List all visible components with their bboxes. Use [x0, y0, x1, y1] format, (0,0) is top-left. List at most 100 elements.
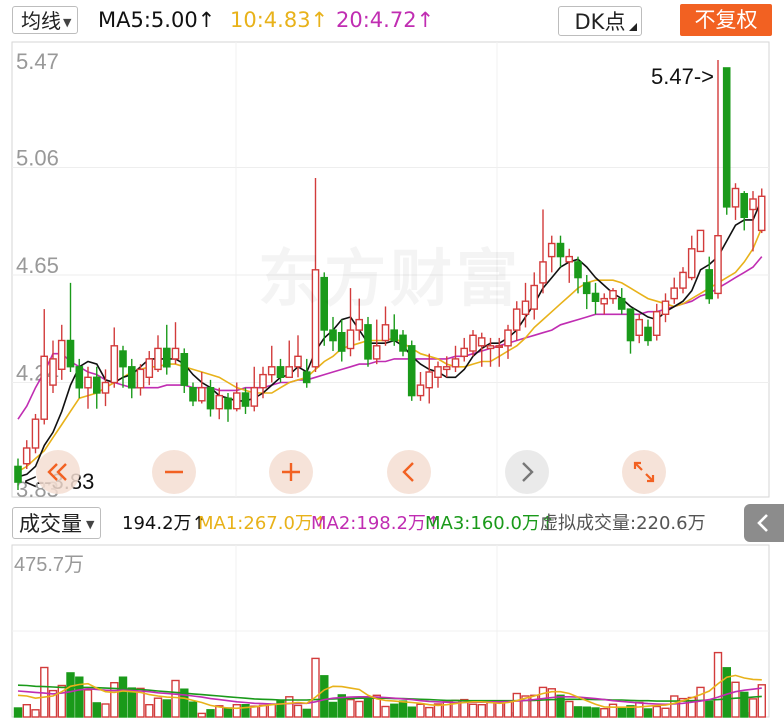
- volume-ma1-line: [17, 674, 762, 710]
- dk-point-button[interactable]: DK点: [558, 6, 642, 36]
- zoom-out-button[interactable]: [152, 450, 196, 494]
- candle-body: [626, 308, 635, 342]
- volume-bar: [311, 657, 320, 718]
- volume-bar: [22, 704, 31, 718]
- expand-chart-button[interactable]: [622, 450, 666, 494]
- volume-bar: [215, 705, 224, 718]
- volume-bar: [258, 704, 268, 718]
- scroll-to-start-button[interactable]: [36, 450, 80, 494]
- volume-bar: [48, 689, 58, 718]
- scroll-left-button[interactable]: [387, 450, 431, 494]
- chevron-left-icon: [402, 462, 414, 482]
- volume-bar: [608, 703, 618, 718]
- volume-bar: [346, 698, 355, 718]
- volume-ma2-line: [17, 687, 762, 706]
- candle-body: [302, 371, 311, 384]
- candle-body: [644, 326, 652, 342]
- candle-body: [22, 447, 31, 465]
- volume-bar: [136, 687, 145, 718]
- volume-bar: [110, 682, 119, 718]
- volume-bar: [162, 699, 172, 718]
- volume-bar: [556, 694, 565, 718]
- candle-body: [609, 290, 617, 300]
- volume-bar: [372, 694, 381, 718]
- candle-body: [722, 67, 731, 208]
- volume-bar: [320, 675, 329, 718]
- candle-body: [749, 198, 757, 211]
- volume-bar: [670, 695, 679, 718]
- candle-body: [495, 345, 504, 348]
- candle-body: [425, 371, 434, 389]
- candle-body: [364, 324, 372, 360]
- volume-bar: [66, 672, 75, 718]
- price-legend-bar: 均线 ▼ MA5:5.00↑ 10:4.83↑ 20:4.72↑ DK点 不复权: [0, 0, 784, 40]
- candle-body: [171, 347, 180, 360]
- zoom-in-icon: [282, 463, 300, 481]
- volume-bar: [468, 703, 478, 718]
- volume-bar: [92, 702, 102, 718]
- price-tick-label: 5.47: [16, 49, 59, 74]
- candle-body: [197, 387, 206, 402]
- volume-ma3-legend: MA3:160.0万↑: [425, 513, 555, 534]
- zoom-in-button[interactable]: [269, 450, 313, 494]
- candle-body: [477, 337, 486, 347]
- candle-body: [539, 261, 547, 284]
- candle-body: [180, 353, 189, 386]
- candle-body: [101, 381, 110, 394]
- candle-body: [442, 366, 451, 371]
- volume-legend-bar: 成交量 ▼ 194.2万↑ MA1:267.0万↑ MA2:198.2万↑ MA3…: [0, 503, 784, 543]
- max-price-marker: 5.47->: [651, 64, 714, 89]
- candle-body: [250, 387, 259, 407]
- volume-bar: [740, 691, 749, 718]
- volume-bar: [731, 681, 740, 718]
- candle-body: [731, 187, 740, 208]
- price-tick-label: 5.06: [16, 146, 59, 171]
- volume-bar: [293, 704, 303, 718]
- candle-body: [136, 368, 145, 389]
- ma-selector-label: 均线: [21, 9, 61, 33]
- candle-body: [189, 387, 197, 402]
- candle-body: [267, 366, 276, 376]
- candle-body: [670, 287, 678, 300]
- volume-bar: [328, 701, 338, 718]
- volume-bar: [232, 704, 242, 718]
- volume-bar: [635, 701, 644, 718]
- candle-body: [740, 192, 748, 218]
- volume-bar: [206, 709, 215, 718]
- caret-down-icon: ▼: [63, 15, 72, 29]
- volume-bar: [433, 703, 443, 718]
- virtual-volume-legend: 虚拟成交量:220.6万: [540, 513, 706, 534]
- candle-body: [582, 282, 591, 295]
- ma-selector-button[interactable]: 均线 ▼: [12, 6, 79, 34]
- adjust-mode-button[interactable]: 不复权: [680, 4, 772, 36]
- candle-body: [757, 195, 766, 232]
- candle-body: [294, 355, 302, 368]
- price-tick-label: 4.65: [16, 253, 59, 278]
- candle-body: [276, 366, 285, 378]
- volume-bar: [276, 700, 285, 718]
- candle-body: [241, 392, 250, 407]
- double-chevron-left-icon: [47, 463, 67, 481]
- candle-body: [574, 261, 582, 279]
- candle-body: [119, 350, 127, 368]
- volume-ma-lines: [17, 674, 762, 710]
- candle-body: [329, 329, 337, 342]
- candle-body: [285, 366, 294, 378]
- candle-body: [127, 366, 136, 389]
- indicator-selector-button[interactable]: 成交量 ▼: [12, 507, 102, 539]
- candle-body: [31, 418, 40, 449]
- collapse-panel-button[interactable]: [744, 504, 784, 542]
- candle-body: [66, 339, 75, 368]
- candle-body: [40, 355, 48, 420]
- volume-bar: [31, 709, 40, 718]
- volume-bar: [398, 700, 408, 718]
- volume-bar: [355, 700, 364, 718]
- indicator-selector-label: 成交量: [19, 512, 82, 536]
- volume-bar: [626, 705, 635, 718]
- scroll-right-button[interactable]: [505, 450, 549, 494]
- volume-bar: [661, 707, 670, 718]
- candle-body: [556, 242, 565, 258]
- volume-bar: [407, 706, 416, 718]
- volume-bar: [171, 679, 180, 718]
